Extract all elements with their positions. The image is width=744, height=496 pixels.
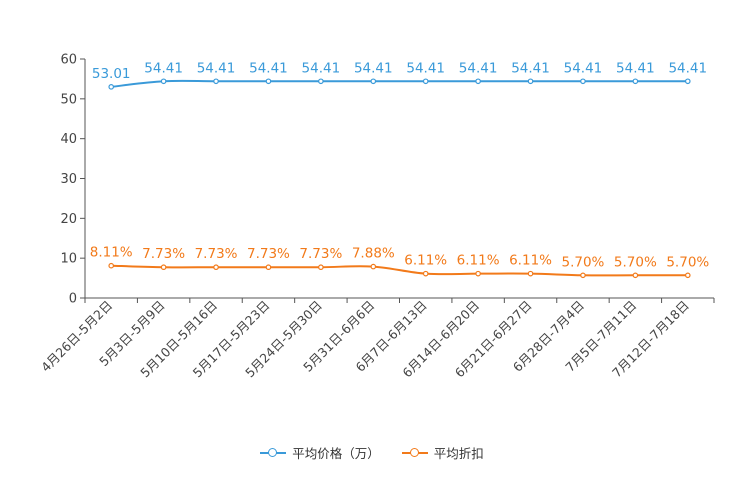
data-label: 7.73% xyxy=(142,246,185,262)
data-point[interactable] xyxy=(108,262,115,269)
data-label: 6.11% xyxy=(509,253,552,269)
data-label: 7.73% xyxy=(195,246,238,262)
data-label: 54.41 xyxy=(144,60,183,76)
data-point[interactable] xyxy=(370,263,377,270)
data-label: 54.41 xyxy=(459,60,498,76)
legend-discount-marker-icon xyxy=(401,446,428,460)
legend-item-discount[interactable]: 平均折扣 xyxy=(401,443,484,462)
data-label: 7.73% xyxy=(247,246,290,262)
data-point[interactable] xyxy=(580,272,586,279)
y-axis-ticks: 0 10 20 30 40 50 60 xyxy=(60,53,85,307)
data-point[interactable] xyxy=(527,270,534,277)
data-point[interactable] xyxy=(265,78,272,85)
y-tick-label: 10 xyxy=(60,252,77,267)
data-point[interactable] xyxy=(160,78,167,85)
y-tick-label: 0 xyxy=(69,292,77,307)
data-label: 54.41 xyxy=(249,60,288,76)
data-point[interactable] xyxy=(422,270,429,277)
data-label: 5.70% xyxy=(562,254,605,270)
data-label: 7.73% xyxy=(299,246,342,262)
data-label: 6.11% xyxy=(457,253,500,269)
data-point[interactable] xyxy=(318,78,324,85)
x-axis-ticks: 4月26日-5月2日5月3日-5月9日5月10日-5月16日5月17日-5月23… xyxy=(38,298,715,380)
y-tick-label: 50 xyxy=(60,92,77,107)
y-tick-label: 30 xyxy=(60,172,77,187)
data-label: 6.11% xyxy=(404,253,447,269)
data-label: 54.41 xyxy=(668,60,707,76)
data-point[interactable] xyxy=(213,264,219,271)
data-point[interactable] xyxy=(370,78,377,85)
data-label: 54.41 xyxy=(616,60,655,76)
data-label: 54.41 xyxy=(406,60,445,76)
legend-price-label: 平均价格（万） xyxy=(292,446,380,461)
series-line-0 xyxy=(111,79,688,88)
data-label: 5.70% xyxy=(614,254,657,270)
legend: 平均价格（万） 平均折扣 xyxy=(0,443,744,462)
data-point[interactable] xyxy=(108,84,115,90)
data-label: 54.41 xyxy=(564,60,603,76)
data-point[interactable] xyxy=(475,78,481,85)
data-point[interactable] xyxy=(265,264,272,271)
data-point[interactable] xyxy=(580,78,586,85)
legend-price-marker-icon xyxy=(260,446,287,460)
data-label: 53.01 xyxy=(92,66,131,82)
y-tick-label: 20 xyxy=(60,212,77,227)
data-point[interactable] xyxy=(160,264,167,271)
data-label: 8.11% xyxy=(90,245,133,261)
data-point[interactable] xyxy=(684,272,691,279)
data-point[interactable] xyxy=(475,270,481,277)
data-label: 54.41 xyxy=(511,60,550,76)
data-label: 54.41 xyxy=(197,60,236,76)
data-label: 5.70% xyxy=(666,254,709,270)
series-line-1 xyxy=(111,264,688,277)
data-point[interactable] xyxy=(213,78,219,85)
data-point[interactable] xyxy=(318,264,324,271)
data-point[interactable] xyxy=(684,78,691,85)
legend-discount-label: 平均折扣 xyxy=(433,446,484,461)
data-point[interactable] xyxy=(422,78,429,85)
data-label: 54.41 xyxy=(302,60,341,76)
data-point[interactable] xyxy=(527,78,534,85)
data-label: 7.88% xyxy=(352,246,395,262)
legend-item-price[interactable]: 平均价格（万） xyxy=(260,443,380,462)
series-group: 53.01 54.41 54.41 54.41 54.41 54.41 54.41 54.41… xyxy=(90,60,709,279)
y-tick-label: 60 xyxy=(60,53,77,68)
data-point[interactable] xyxy=(632,78,639,85)
data-point[interactable] xyxy=(632,272,639,279)
y-tick-label: 40 xyxy=(60,132,77,147)
data-label: 54.41 xyxy=(354,60,393,76)
